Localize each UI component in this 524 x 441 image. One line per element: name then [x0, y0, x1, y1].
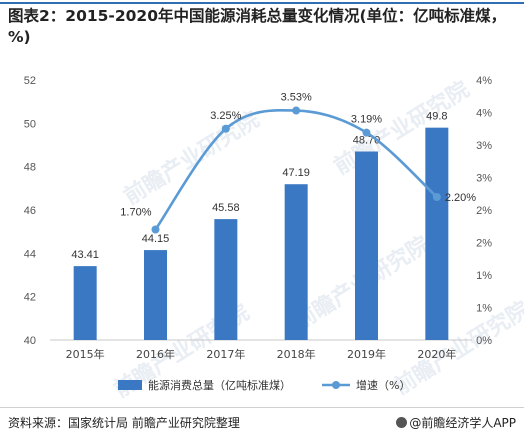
footer-divider	[0, 407, 524, 408]
y-right-tick-label: 0%	[476, 335, 492, 347]
top-accent-line	[0, 2, 524, 4]
x-tick-label: 2018年	[277, 347, 316, 361]
legend-line-marker	[332, 381, 340, 389]
x-tick-label: 2015年	[66, 347, 105, 361]
chart-title: 图表2：2015-2020年中国能源消耗总量变化情况(单位：亿吨标准煤，%)	[8, 7, 507, 46]
bar-value-label: 45.58	[212, 202, 240, 214]
legend-bar-label: 能源消费总量（亿吨标准煤）	[148, 378, 291, 392]
bar-2018年	[284, 184, 308, 340]
y-left-tick-label: 42	[24, 292, 36, 304]
bar-2015年	[73, 266, 97, 340]
growth-value-label: 3.19%	[351, 114, 382, 126]
y-right-tick-label: 4%	[476, 75, 492, 87]
y-right-tick-label: 1%	[476, 270, 492, 282]
growth-point-2020年	[432, 193, 441, 201]
y-left-tick-label: 48	[24, 162, 36, 174]
y-left-tick-label: 46	[24, 205, 36, 217]
x-tick-label: 2020年	[417, 347, 456, 361]
source-note: 资料来源：国家统计局 前瞻产业研究院整理	[8, 416, 240, 430]
x-tick-label: 2017年	[206, 347, 245, 361]
bar-value-label: 49.8	[426, 111, 447, 123]
growth-value-label: 2.20%	[445, 192, 476, 204]
growth-point-2018年	[292, 106, 301, 115]
y-left-tick-label: 52	[24, 75, 36, 87]
bar-2016年	[144, 250, 167, 340]
y-right-tick-label: 2%	[476, 238, 492, 250]
growth-value-label: 3.53%	[281, 92, 312, 104]
growth-point-2017年	[221, 124, 230, 133]
y-right-tick-label: 1%	[476, 303, 492, 315]
brand-icon	[396, 417, 408, 428]
y-left-tick-label: 50	[24, 118, 36, 130]
bar-2020年	[425, 127, 449, 341]
bar-2019年	[355, 151, 378, 340]
credit-text: @前瞻经济学人APP	[409, 416, 516, 430]
growth-value-label: 1.70%	[120, 207, 151, 219]
credit-note: @前瞻经济学人APP	[396, 414, 516, 431]
y-left-tick-label: 44	[24, 248, 36, 260]
bar-2017年	[214, 219, 238, 340]
x-tick-label: 2016年	[136, 347, 175, 361]
watermark-0: 前瞻产业研究院	[119, 106, 263, 210]
bar-value-label: 43.41	[71, 249, 99, 261]
growth-point-2016年	[151, 225, 160, 234]
y-right-tick-label: 3%	[476, 173, 492, 185]
y-right-tick-label: 3%	[476, 140, 492, 152]
watermark-1: 前瞻产业研究院	[329, 76, 473, 180]
bar-value-label: 44.15	[142, 233, 170, 245]
bar-value-label: 47.19	[282, 167, 310, 179]
legend-bar-swatch	[118, 380, 142, 390]
y-right-tick-label: 2%	[476, 205, 492, 217]
y-right-tick-label: 4%	[476, 108, 492, 120]
legend-line-label: 增速（%）	[356, 378, 410, 392]
growth-point-2019年	[362, 128, 371, 137]
x-tick-label: 2019年	[347, 347, 386, 361]
growth-value-label: 3.25%	[210, 110, 241, 122]
y-left-tick-label: 40	[24, 335, 36, 347]
